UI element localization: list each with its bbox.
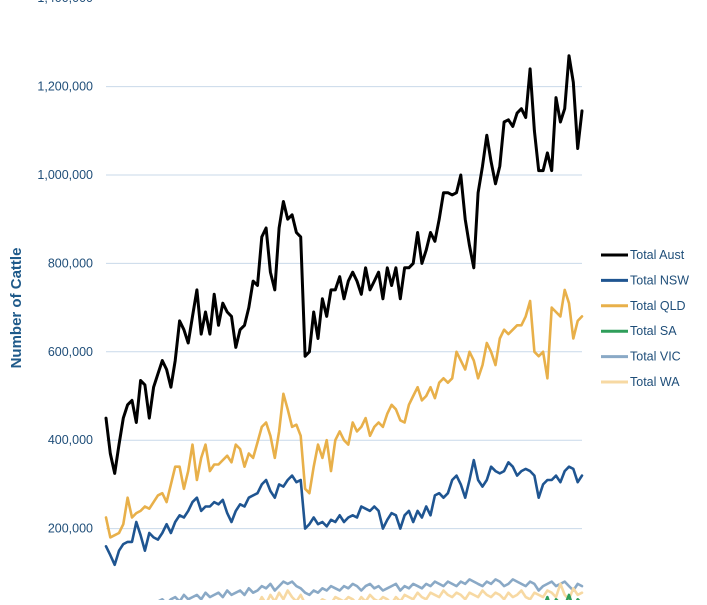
- gridlines: [106, 86, 582, 530]
- y-tick-label: 200,000: [48, 522, 93, 536]
- y-axis-title: Number of Cattle: [8, 248, 25, 369]
- legend-label-total-aust: Total Aust: [630, 248, 685, 262]
- series-line-total-qld: [104, 288, 584, 539]
- series-lines: [104, 54, 584, 605]
- y-tick-label: 1,000,000: [37, 168, 93, 182]
- y-tick-label: 600,000: [48, 345, 93, 359]
- legend-label-total-wa: Total WA: [630, 375, 680, 389]
- legend: Total Aust Total NSW Total QLD Total SA Tota…: [601, 248, 689, 389]
- series-line-total-vic: [118, 578, 584, 605]
- y-axis-ticks: 200,000 400,000 600,000 800,000 1,000,000 1,2…: [37, 0, 93, 536]
- legend-label-total-vic: Total VIC: [630, 350, 681, 364]
- y-tick-label: 1,200,000: [37, 80, 93, 94]
- y-tick-label: 1,400,000: [37, 0, 93, 5]
- legend-label-total-sa: Total SA: [630, 324, 677, 338]
- series-line-total-nsw: [104, 458, 584, 567]
- series-line-total-aust: [104, 54, 584, 475]
- legend-label-total-nsw: Total NSW: [630, 273, 689, 287]
- y-tick-label: 400,000: [48, 433, 93, 447]
- legend-label-total-qld: Total QLD: [630, 299, 686, 313]
- y-tick-label: 800,000: [48, 256, 93, 270]
